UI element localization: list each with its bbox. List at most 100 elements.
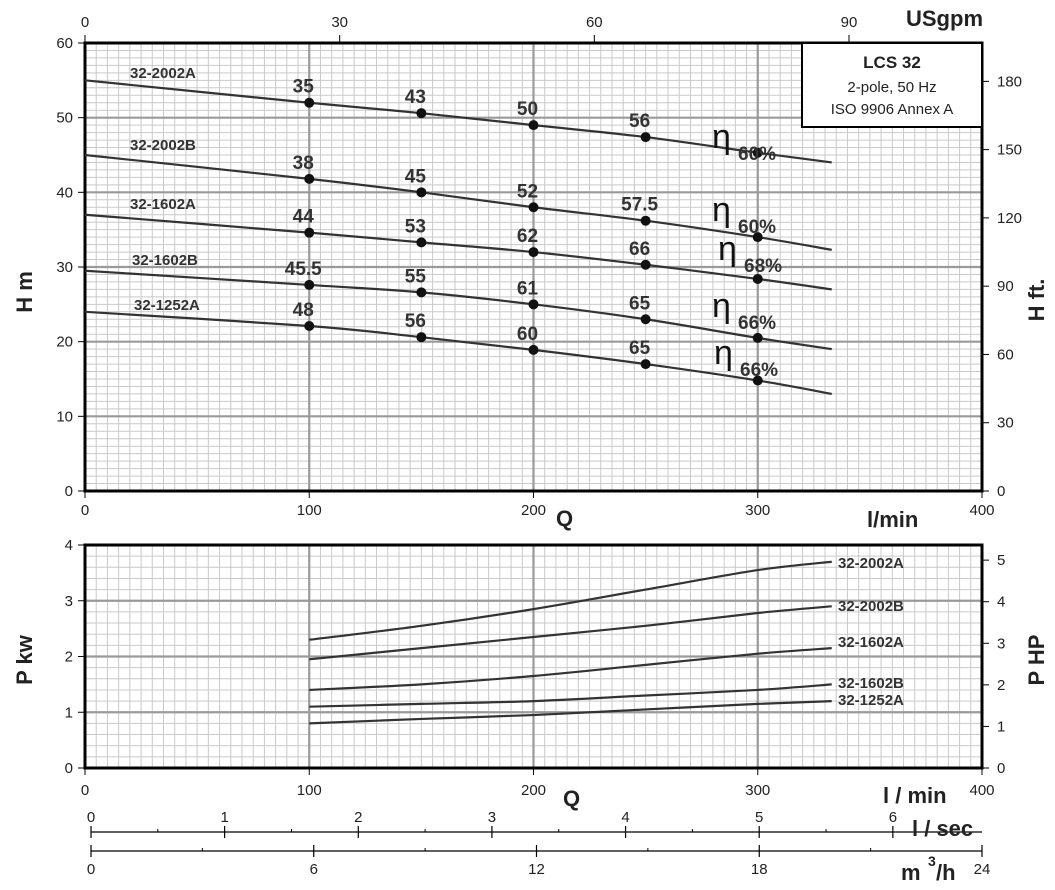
- efficiency-point-label: 45.5: [285, 259, 322, 280]
- legend-box: [801, 42, 983, 128]
- head-curve-32-2002A: [84, 79, 832, 164]
- eta-symbol: η: [712, 118, 731, 156]
- efficiency-point-label: 44: [293, 207, 315, 228]
- power-curve-label: 32-1252A: [838, 692, 904, 709]
- head-top-axis-unit: USgpm: [906, 6, 983, 31]
- efficiency-point-label: 38: [293, 153, 314, 174]
- efficiency-point: [416, 287, 427, 298]
- head-x-tick-label: 0: [81, 502, 89, 519]
- power-x-axis-name: Q: [563, 786, 580, 811]
- efficiency-point: [640, 259, 651, 270]
- power-curve-label: 32-2002B: [838, 598, 904, 615]
- head-y-tick-label: 50: [56, 110, 73, 127]
- power-right-tick-label: 3: [997, 635, 1005, 652]
- head-top-tick-label: 90: [841, 14, 858, 31]
- power-right-tick-label: 4: [997, 594, 1005, 611]
- lsec-tick-label: 3: [488, 809, 496, 826]
- m3h-tick-label: 12: [528, 861, 545, 878]
- efficiency-point: [528, 247, 539, 258]
- efficiency-point: [528, 202, 539, 213]
- m3h-tick-label: 6: [310, 861, 318, 878]
- head-right-tick-label: 30: [997, 415, 1014, 432]
- head-right-axis-name: H ft.: [1024, 279, 1049, 322]
- head-x-axis-name: Q: [556, 506, 573, 531]
- m3h-tick-label: 24: [974, 861, 991, 878]
- head-y-axis-name: H m: [12, 271, 37, 313]
- head-y-tick-label: 40: [56, 184, 73, 201]
- eta-best-efficiency: 60%: [738, 217, 776, 238]
- power-right-tick-label: 5: [997, 552, 1005, 569]
- eta-best-efficiency: 68%: [744, 256, 782, 277]
- power-curve-label: 32-2002A: [838, 555, 904, 572]
- efficiency-point: [416, 237, 427, 248]
- efficiency-point-label: 66: [629, 239, 650, 260]
- eta-best-efficiency: 66%: [740, 360, 778, 381]
- power-x-tick-label: 100: [297, 782, 322, 799]
- efficiency-point-label: 50: [517, 99, 538, 120]
- lsec-tick-label: 6: [889, 809, 897, 826]
- eta-symbol: η: [712, 191, 731, 229]
- efficiency-point: [640, 215, 651, 226]
- power-y-tick-label: 2: [65, 649, 73, 666]
- efficiency-point: [640, 359, 651, 370]
- efficiency-point-label: 65: [629, 338, 651, 359]
- head-curve-32-1602B: [84, 269, 832, 351]
- power-curve-label: 32-1602A: [838, 634, 904, 651]
- lsec-tick-label: 4: [621, 809, 629, 826]
- efficiency-point: [528, 299, 539, 310]
- efficiency-point: [752, 332, 763, 343]
- efficiency-point: [528, 344, 539, 355]
- head-top-tick-label: 0: [81, 14, 89, 31]
- head-curve-label: 32-1602A: [130, 196, 196, 213]
- lsec-tick-label: 0: [87, 809, 95, 826]
- lsec-axis-unit: l / sec: [912, 816, 973, 841]
- efficiency-point-label: 55: [405, 266, 427, 287]
- efficiency-point: [752, 232, 763, 243]
- efficiency-point: [752, 375, 763, 386]
- head-curve-32-2002B: [84, 153, 832, 251]
- power-right-axis-name: P HP: [1024, 635, 1049, 686]
- efficiency-point-label: 57.5: [621, 195, 658, 216]
- efficiency-point-label: 60: [517, 324, 538, 345]
- lsec-tick-label: 5: [755, 809, 763, 826]
- legend-line-2: ISO 9906 Annex A: [831, 101, 954, 118]
- power-curve-32-2002A: [309, 560, 832, 641]
- power-x-tick-label: 0: [81, 782, 89, 799]
- efficiency-point-label: 56: [629, 111, 650, 132]
- head-x-tick-label: 300: [745, 502, 770, 519]
- power-right-tick-label: 2: [997, 677, 1005, 694]
- efficiency-point: [752, 273, 763, 284]
- head-right-tick-label: 150: [997, 142, 1022, 159]
- efficiency-point: [304, 227, 315, 238]
- efficiency-point-label: 52: [517, 181, 538, 202]
- lsec-tick-label: 1: [220, 809, 228, 826]
- efficiency-point-label: 62: [517, 226, 538, 247]
- efficiency-point-label: 45: [405, 166, 427, 187]
- power-y-tick-label: 0: [65, 760, 73, 777]
- power-y-tick-label: 1: [65, 704, 73, 721]
- legend-line-1: 2-pole, 50 Hz: [847, 79, 936, 96]
- power-y-tick-label: 3: [65, 593, 73, 610]
- power-x-tick-label: 400: [969, 782, 994, 799]
- efficiency-point-label: 53: [405, 216, 426, 237]
- legend-title: LCS 32: [863, 53, 921, 72]
- head-right-tick-label: 60: [997, 346, 1014, 363]
- head-y-tick-label: 20: [56, 334, 73, 351]
- power-y-tick-label: 4: [65, 537, 73, 554]
- efficiency-point-label: 35: [293, 77, 315, 98]
- power-x-tick-label: 300: [745, 782, 770, 799]
- power-x-tick-label: 200: [521, 782, 546, 799]
- head-curve-label: 32-1602B: [132, 252, 198, 269]
- power-curve-32-1602A: [309, 647, 832, 692]
- power-curve-32-2002B: [309, 605, 832, 661]
- efficiency-point: [416, 108, 427, 119]
- head-y-tick-label: 0: [65, 483, 73, 500]
- head-curve-32-1602A: [84, 213, 832, 291]
- eta-best-efficiency: 60%: [738, 144, 776, 165]
- head-x-tick-label: 400: [969, 502, 994, 519]
- efficiency-point: [304, 173, 315, 184]
- m3h-axis-unit-base: m: [901, 860, 921, 885]
- efficiency-point: [752, 147, 763, 158]
